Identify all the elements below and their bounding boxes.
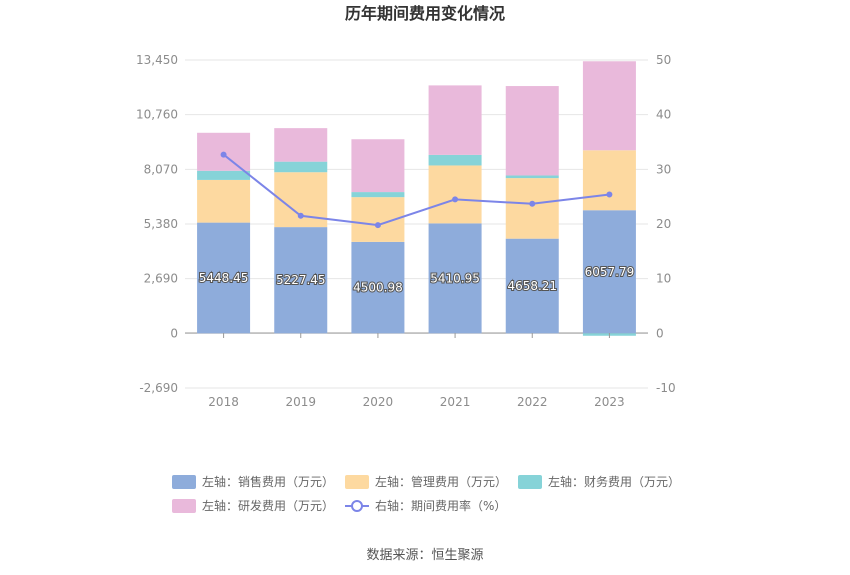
right-axis-ticks: 50 40 30 20 10 0 -10	[656, 53, 676, 395]
rate-point	[529, 200, 536, 207]
rate-point	[606, 191, 613, 198]
bar-labels: 5448.45 5227.45 4500.98 5410.95 4658.21 6057.…	[198, 264, 635, 296]
bar-segment-1	[582, 210, 636, 334]
right-tick-label: 40	[656, 108, 671, 122]
bar-value-label: 5448.45	[199, 271, 249, 285]
right-tick-label: 0	[656, 326, 664, 340]
legend-label: 左轴：销售费用（万元）	[202, 474, 334, 489]
legend-label: 左轴：管理费用（万元）	[375, 474, 507, 489]
right-tick-label: 10	[656, 272, 671, 286]
right-tick-label: 50	[656, 53, 671, 67]
bar-segment-3	[505, 175, 559, 179]
bar-segment-1	[505, 238, 559, 334]
bar-segment-4	[351, 139, 405, 193]
x-axis-ticks: 2018 2019 2020 2021 2022 2023	[208, 333, 625, 409]
rate-point	[297, 212, 304, 219]
bar-segment-3	[274, 161, 328, 173]
bar-segment-2	[197, 179, 251, 223]
rate-point	[374, 222, 381, 229]
legend-label: 左轴：财务费用（万元）	[548, 474, 680, 489]
bar-segment-2	[582, 150, 636, 211]
legend-item[interactable]: 左轴：研发费用（万元）	[172, 498, 334, 513]
legend-item[interactable]: 左轴：销售费用（万元）	[172, 474, 334, 489]
right-tick-label: -10	[656, 381, 676, 395]
x-tick-label: 2018	[208, 395, 239, 409]
left-tick-label: 0	[170, 326, 178, 340]
legend-item[interactable]: 左轴：管理费用（万元）	[345, 474, 507, 489]
legend-item[interactable]: 右轴：期间费用率（%）	[345, 498, 506, 513]
x-tick-label: 2019	[285, 395, 316, 409]
bar-segment-3	[197, 170, 251, 180]
left-tick-label: 13,450	[136, 53, 178, 67]
legend-label: 左轴：研发费用（万元）	[202, 498, 334, 513]
chart-title: 历年期间费用变化情况	[345, 4, 505, 23]
left-tick-label: 5,380	[144, 217, 178, 231]
bar-segment-2	[505, 178, 559, 239]
bar-value-label: 4658.21	[507, 279, 557, 293]
bar-segment-4	[274, 128, 328, 162]
bar-segment-2	[428, 165, 482, 224]
left-tick-label: 8,070	[144, 162, 178, 176]
right-tick-label: 30	[656, 162, 671, 176]
x-tick-label: 2023	[594, 395, 625, 409]
x-tick-label: 2020	[363, 395, 394, 409]
bar-segment-1	[197, 222, 251, 334]
bar-segment-1	[274, 227, 328, 334]
bar-segment-4	[582, 61, 636, 151]
left-tick-label: 2,690	[144, 272, 178, 286]
legend-swatch	[518, 475, 542, 489]
x-tick-label: 2022	[517, 395, 548, 409]
left-tick-label: -2,690	[139, 381, 178, 395]
bar-value-label: 6057.79	[585, 265, 635, 279]
bar-segment-3	[428, 154, 482, 166]
legend-marker	[351, 500, 363, 512]
bar-value-label: 4500.98	[353, 281, 403, 295]
legend-swatch	[345, 475, 369, 489]
bar-segment-1	[428, 223, 482, 334]
rate-polyline	[222, 153, 610, 227]
bar-value-label: 5227.45	[276, 273, 326, 287]
left-axis-ticks: 13,450 10,760 8,070 5,380 2,690 0 -2,690	[136, 53, 178, 395]
right-tick-label: 20	[656, 217, 671, 231]
rate-line	[220, 151, 613, 229]
bar-segment-1	[351, 241, 405, 334]
legend-item[interactable]: 左轴：财务费用（万元）	[518, 474, 680, 489]
legend: 左轴：销售费用（万元） 左轴：管理费用（万元） 左轴：财务费用（万元） 左轴：研发费用…	[172, 474, 680, 513]
grid-lines	[185, 59, 648, 389]
rate-point	[220, 151, 227, 158]
bars	[197, 61, 636, 336]
x-tick-label: 2021	[440, 395, 471, 409]
left-tick-label: 10,760	[136, 108, 178, 122]
bar-value-label: 5410.95	[430, 271, 480, 285]
data-source: 数据来源：恒生聚源	[366, 548, 483, 563]
legend-label: 右轴：期间费用率（%）	[375, 498, 506, 513]
bar-segment-4	[428, 85, 482, 155]
bar-segment-3	[351, 192, 405, 198]
bar-segment-4	[505, 86, 559, 176]
legend-swatch	[172, 475, 196, 489]
legend-swatch	[172, 499, 196, 513]
rate-point	[452, 196, 459, 203]
